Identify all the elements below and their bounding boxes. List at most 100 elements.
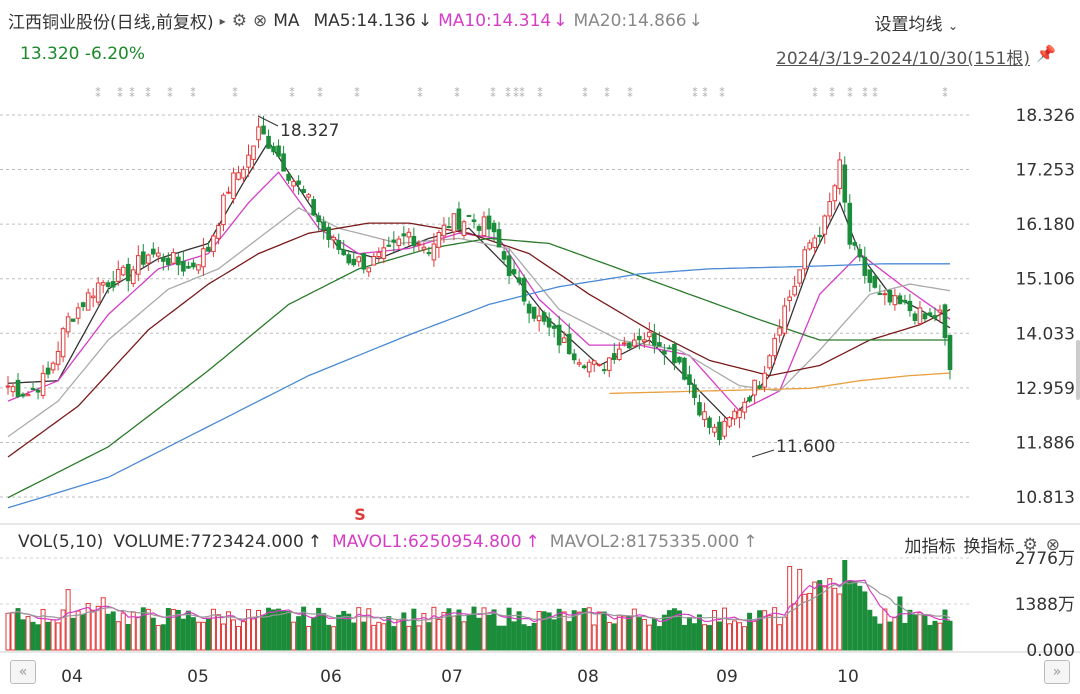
candle-body bbox=[927, 312, 933, 316]
candle-body bbox=[677, 356, 682, 363]
candle-body bbox=[456, 208, 462, 230]
candle-body bbox=[100, 282, 106, 286]
volume-bar bbox=[45, 621, 51, 651]
panel-scrollbar[interactable] bbox=[1076, 340, 1080, 400]
volume-bar bbox=[676, 610, 682, 651]
pin-icon[interactable]: 📌 bbox=[1036, 44, 1056, 63]
candle-body bbox=[822, 215, 828, 235]
volume-bar bbox=[491, 609, 497, 651]
volume-bar bbox=[812, 581, 818, 651]
gear-icon[interactable]: ⚙ bbox=[1022, 534, 1038, 555]
quote-line: 13.320 -6.20% bbox=[20, 44, 145, 64]
candle-body bbox=[687, 374, 692, 385]
candle-body bbox=[496, 229, 502, 248]
event-marker-icon: ⁑ bbox=[719, 87, 725, 100]
candle-body bbox=[937, 309, 943, 313]
volume-bar bbox=[406, 625, 412, 651]
volume-bar bbox=[511, 621, 517, 651]
volume-bar bbox=[251, 616, 257, 651]
y-tick-label: 17.253 bbox=[1016, 161, 1075, 181]
candle-body bbox=[65, 316, 71, 333]
volume-bar bbox=[366, 608, 372, 651]
volume-bar bbox=[792, 603, 798, 651]
volume-bar bbox=[411, 608, 417, 651]
candle-body bbox=[611, 353, 617, 360]
volume-bar bbox=[281, 610, 287, 651]
switch-indicator-button[interactable]: 换指标 bbox=[963, 537, 1015, 557]
candle-body bbox=[376, 251, 382, 258]
volume-bar bbox=[110, 611, 116, 651]
volume-bar bbox=[461, 621, 467, 651]
volume-bar bbox=[852, 581, 858, 651]
x-month-label: 08 bbox=[577, 667, 599, 687]
volume-bar bbox=[170, 608, 176, 651]
volume-bar bbox=[742, 626, 748, 651]
volume-bar bbox=[686, 617, 692, 651]
candle-body bbox=[531, 306, 537, 319]
ma10-line bbox=[7, 171, 951, 413]
candle-body bbox=[481, 216, 487, 237]
volume-bar bbox=[641, 619, 647, 651]
volume-bar bbox=[261, 614, 267, 651]
volume-bar bbox=[706, 625, 712, 651]
sell-signal-marker: S bbox=[354, 505, 366, 524]
event-marker-icon: ⁑ bbox=[519, 87, 525, 100]
candle-body bbox=[396, 238, 402, 247]
candle-body bbox=[897, 295, 903, 305]
volume-bar bbox=[681, 624, 687, 651]
volume-bar bbox=[105, 613, 111, 651]
candle-body bbox=[912, 313, 918, 321]
candle-body bbox=[486, 215, 492, 230]
candle-body bbox=[206, 246, 211, 252]
volume-bar bbox=[591, 624, 597, 651]
candle-body bbox=[186, 265, 191, 269]
volume-bar bbox=[446, 608, 452, 651]
volume-bar bbox=[271, 609, 277, 651]
candle-body bbox=[862, 256, 868, 276]
high-price-label: 18.327 bbox=[280, 121, 339, 141]
volume-bar bbox=[441, 611, 447, 651]
volume-bar bbox=[661, 614, 667, 651]
candle-body bbox=[416, 243, 422, 246]
volume-bar bbox=[220, 623, 226, 651]
volume-bar bbox=[10, 611, 16, 651]
scroll-right-button[interactable]: » bbox=[1044, 660, 1070, 684]
gear-icon[interactable]: ⚙ bbox=[231, 10, 247, 31]
candle-body bbox=[161, 257, 166, 262]
candle-body bbox=[622, 342, 627, 345]
candle-body bbox=[446, 226, 452, 229]
volume-bar bbox=[902, 622, 908, 651]
volume-bar bbox=[882, 608, 888, 651]
candle-body bbox=[301, 189, 306, 194]
volume-bar bbox=[130, 611, 136, 651]
scroll-left-button[interactable]: « bbox=[10, 660, 36, 684]
change-percent: -6.20% bbox=[84, 44, 146, 64]
ma20-arrow-icon: ↓ bbox=[688, 10, 703, 31]
candle-body bbox=[306, 194, 311, 198]
mavol2-arrow-icon: ↑ bbox=[743, 532, 758, 552]
event-marker-icon: ⁑ bbox=[847, 87, 853, 100]
volume-bar bbox=[200, 621, 206, 651]
expand-arrow-icon[interactable]: ▸ bbox=[219, 13, 226, 28]
candle-body bbox=[877, 292, 883, 295]
candle-body bbox=[85, 292, 91, 311]
event-marker-icon: ⁑ bbox=[354, 87, 360, 100]
candle-body bbox=[156, 252, 161, 257]
date-range-link[interactable]: 2024/3/19-2024/10/30(151根) bbox=[776, 49, 1030, 69]
candle-body bbox=[176, 256, 181, 266]
candle-body bbox=[406, 231, 412, 238]
volume-tick-label: 2776万 bbox=[1015, 549, 1075, 569]
y-tick-label: 16.180 bbox=[1016, 215, 1075, 235]
candle-body bbox=[546, 318, 552, 328]
close-icon[interactable]: ⊗ bbox=[252, 10, 268, 31]
close-icon[interactable]: ⊗ bbox=[1045, 534, 1060, 555]
candle-body bbox=[35, 389, 41, 393]
candle-body bbox=[476, 225, 482, 231]
event-marker-icon: ⁑ bbox=[145, 87, 151, 100]
x-month-label: 10 bbox=[837, 667, 859, 687]
candle-body bbox=[797, 269, 802, 284]
add-indicator-button[interactable]: 加指标 bbox=[904, 537, 956, 557]
ma-settings-button[interactable]: 设置均线 ⌄ bbox=[875, 10, 958, 35]
volume-bar bbox=[787, 565, 793, 651]
candle-body bbox=[321, 221, 326, 231]
